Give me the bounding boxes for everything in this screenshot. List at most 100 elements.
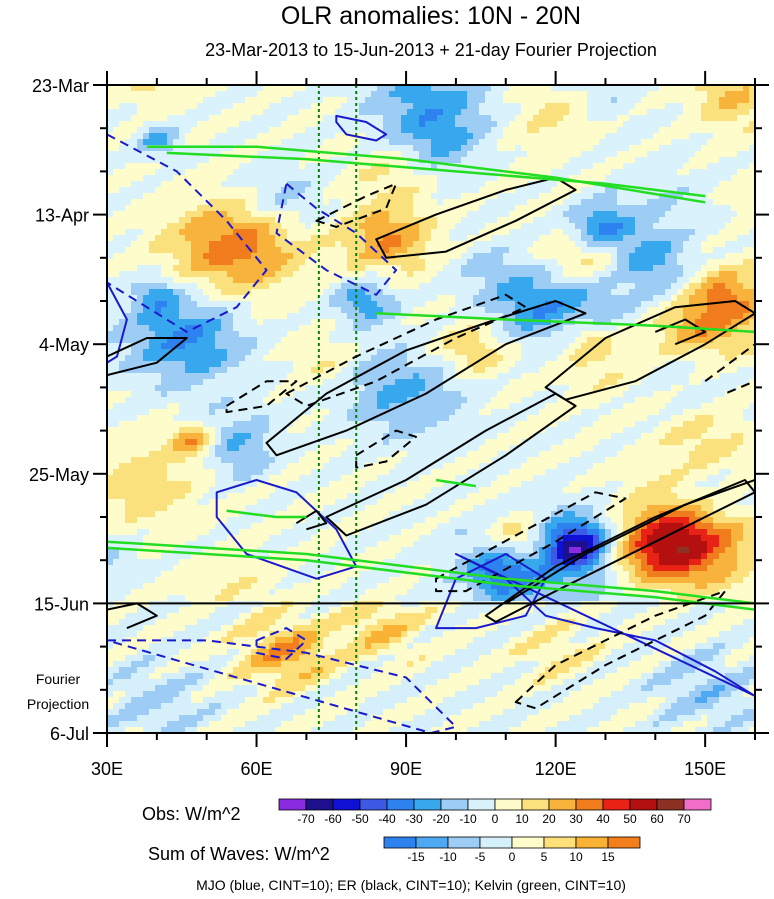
field-cell <box>317 91 324 98</box>
field-cell <box>647 175 654 182</box>
field-cell <box>323 343 330 350</box>
field-cell <box>305 343 312 350</box>
field-cell <box>149 109 156 116</box>
field-cell <box>191 109 198 116</box>
field-cell <box>251 139 258 146</box>
field-cell <box>425 205 432 212</box>
field-cell <box>587 211 594 218</box>
field-cell <box>593 187 600 194</box>
field-cell <box>737 115 744 122</box>
field-cell <box>671 181 678 188</box>
field-cell <box>197 85 204 92</box>
field-cell <box>479 205 486 212</box>
field-cell <box>131 289 138 296</box>
field-cell <box>407 97 414 104</box>
field-cell <box>143 199 150 206</box>
field-cell <box>323 115 330 122</box>
field-cell <box>377 247 384 254</box>
field-cell <box>665 271 672 278</box>
field-cell <box>431 235 438 242</box>
field-cell <box>389 205 396 212</box>
field-cell <box>269 331 276 338</box>
field-cell <box>725 187 732 194</box>
field-cell <box>167 169 174 176</box>
field-cell <box>167 331 174 338</box>
field-cell <box>455 151 462 158</box>
field-cell <box>551 217 558 224</box>
field-cell <box>743 169 750 176</box>
field-cell <box>479 343 486 350</box>
field-cell <box>689 349 696 356</box>
field-cell <box>305 175 312 182</box>
field-cell <box>695 259 702 266</box>
field-cell <box>749 133 755 140</box>
field-cell <box>551 91 558 98</box>
chart-title: OLR anomalies: 10N - 20N <box>281 2 581 30</box>
field-cell <box>653 181 660 188</box>
field-cell <box>497 331 504 338</box>
field-cell <box>521 157 528 164</box>
field-cell <box>221 337 228 344</box>
field-cell <box>269 151 276 158</box>
field-cell <box>275 199 282 206</box>
field-cell <box>281 115 288 122</box>
field-cell <box>347 175 354 182</box>
field-cell <box>473 295 480 302</box>
field-cell <box>119 313 126 320</box>
field-cell <box>269 181 276 188</box>
field-cell <box>635 109 642 116</box>
field-cell <box>161 133 168 140</box>
field-cell <box>569 205 576 212</box>
field-cell <box>149 139 156 146</box>
field-cell <box>371 145 378 152</box>
field-cell <box>491 283 498 290</box>
field-cell <box>119 277 126 284</box>
field-cell <box>599 235 606 242</box>
field-cell <box>611 223 618 230</box>
field-cell <box>143 355 150 362</box>
field-cell <box>551 199 558 206</box>
field-cell <box>329 175 336 182</box>
field-cell <box>575 85 582 92</box>
field-cell <box>395 115 402 122</box>
field-cell <box>341 253 348 260</box>
field-cell <box>401 241 408 248</box>
field-cell <box>257 331 264 338</box>
field-cell <box>113 85 120 92</box>
field-cell <box>155 271 162 278</box>
field-cell <box>293 319 300 326</box>
field-cell <box>449 85 456 92</box>
field-cell <box>395 289 402 296</box>
field-cell <box>455 247 462 254</box>
field-cell <box>497 181 504 188</box>
field-cell <box>545 253 552 260</box>
field-cell <box>107 199 114 206</box>
field-cell <box>533 193 540 200</box>
field-cell <box>251 241 258 248</box>
field-cell <box>515 139 522 146</box>
field-cell <box>617 103 624 110</box>
field-cell <box>173 301 180 308</box>
field-cell <box>197 337 204 344</box>
field-cell <box>743 277 750 284</box>
field-cell <box>191 103 198 110</box>
field-cell <box>365 211 372 218</box>
field-cell <box>467 223 474 230</box>
field-cell <box>431 241 438 248</box>
field-cell <box>209 199 216 206</box>
field-cell <box>611 301 618 308</box>
field-cell <box>641 307 648 314</box>
field-cell <box>359 97 366 104</box>
field-cell <box>287 349 294 356</box>
field-cell <box>227 331 234 338</box>
field-cell <box>479 115 486 122</box>
field-cell <box>545 169 552 176</box>
field-cell <box>569 91 576 98</box>
field-cell <box>293 175 300 182</box>
field-cell <box>491 307 498 314</box>
field-cell <box>287 85 294 92</box>
field-cell <box>695 283 702 290</box>
field-cell <box>113 253 120 260</box>
field-cell <box>143 163 150 170</box>
field-cell <box>647 217 654 224</box>
